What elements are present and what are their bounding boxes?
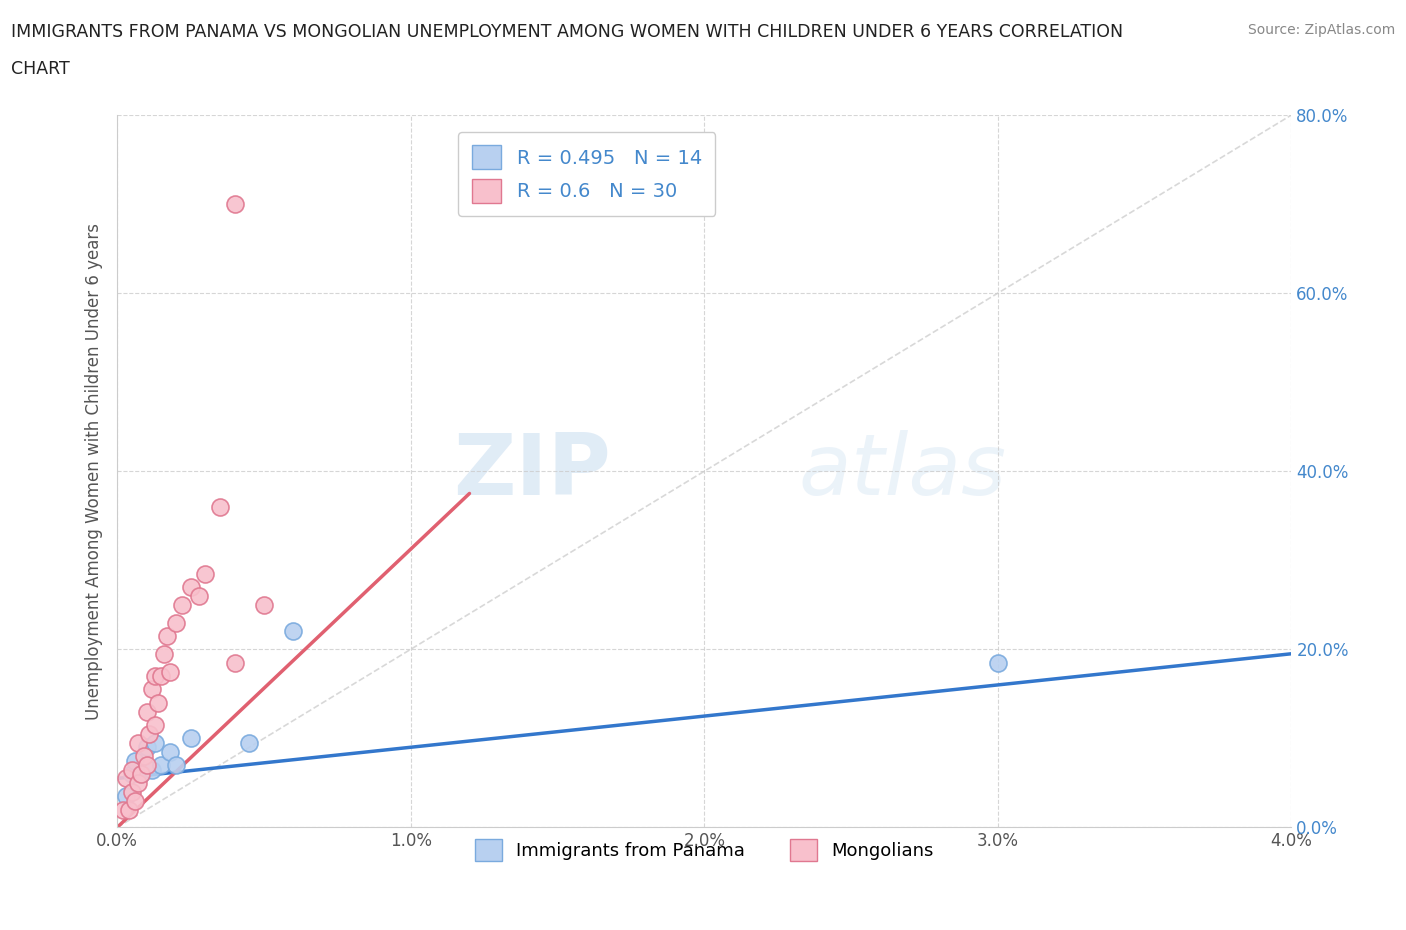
Point [150,758,173,773]
Point [132,749,155,764]
Point [143,718,166,733]
Point [124,753,146,768]
Point [283,624,305,639]
Point [156,629,179,644]
Point [112,803,135,817]
Point [143,736,166,751]
Point [129,766,152,781]
Point [121,784,143,799]
Point [224,196,246,211]
Point [121,762,143,777]
Point [148,696,170,711]
Point [159,664,181,679]
Text: CHART: CHART [11,60,70,78]
Point [987,656,1010,671]
Legend: Immigrants from Panama, Mongolians: Immigrants from Panama, Mongolians [467,831,941,869]
Point [150,669,173,684]
Text: IMMIGRANTS FROM PANAMA VS MONGOLIAN UNEMPLOYMENT AMONG WOMEN WITH CHILDREN UNDER: IMMIGRANTS FROM PANAMA VS MONGOLIAN UNEM… [11,23,1123,41]
Point [165,615,187,630]
Point [143,669,166,684]
Point [159,744,181,759]
Point [188,589,211,604]
Point [141,682,163,697]
Point [238,736,260,751]
Y-axis label: Unemployment Among Women with Children Under 6 years: Unemployment Among Women with Children U… [86,222,103,720]
Point [224,656,246,671]
Point [135,740,157,755]
Point [194,566,217,581]
Point [141,762,163,777]
Point [180,731,202,746]
Point [127,736,149,751]
Point [135,758,157,773]
Text: ZIP: ZIP [453,430,610,512]
Point [129,766,152,781]
Point [180,579,202,594]
Point [115,771,138,786]
Point [153,646,176,661]
Point [165,758,187,773]
Point [124,793,146,808]
Point [138,726,160,741]
Point [135,704,157,719]
Point [121,766,143,781]
Point [208,499,231,514]
Point [127,776,149,790]
Text: Source: ZipAtlas.com: Source: ZipAtlas.com [1247,23,1395,37]
Point [118,803,141,817]
Point [170,597,193,612]
Point [115,789,138,804]
Point [253,597,276,612]
Text: atlas: atlas [799,430,1007,512]
